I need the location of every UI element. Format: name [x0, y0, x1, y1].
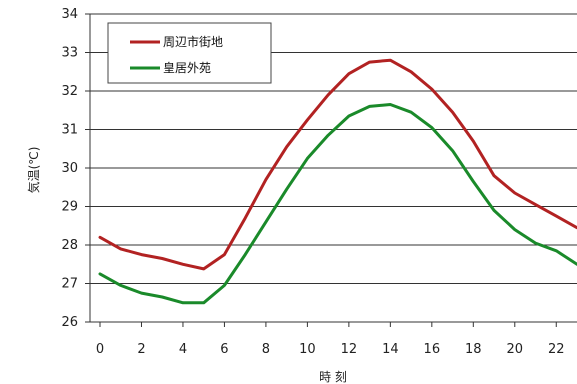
y-tick-label-32: 32: [61, 84, 78, 99]
series-line-0: [98, 58, 577, 271]
x-tick-label-22: 22: [548, 342, 565, 357]
y-tick-label-34: 34: [61, 7, 78, 22]
y-tick-label-28: 28: [61, 238, 78, 253]
x-tick-label-20: 20: [507, 342, 524, 357]
x-tick-label-2: 2: [137, 342, 145, 357]
x-tick-label-18: 18: [465, 342, 482, 357]
legend-box: [107, 22, 272, 84]
series-lines: [98, 58, 577, 305]
x-axis-label: 時 刻: [319, 370, 347, 384]
y-tick-label-27: 27: [61, 277, 78, 292]
y-tick-labels: 26 27 28 29 30 31 32 33 34: [61, 7, 78, 330]
x-tick-label-4: 4: [179, 342, 187, 357]
x-tick-label-10: 10: [299, 342, 316, 357]
x-tick-label-6: 6: [220, 342, 228, 357]
legend-label-garden: 皇居外苑: [163, 61, 211, 75]
x-tick-labels: 0 2 4 6 8 10 12 14 16 18 20 22: [96, 342, 565, 357]
y-tick-label-33: 33: [61, 46, 78, 61]
y-tick-label-31: 31: [61, 123, 78, 138]
x-tick-label-16: 16: [424, 342, 441, 357]
legend: 周辺市街地 皇居外苑: [107, 22, 272, 84]
x-tick-label-8: 8: [262, 342, 270, 357]
y-tick-label-26: 26: [61, 315, 78, 330]
y-axis-label: 気温(℃): [26, 147, 41, 194]
legend-label-urban: 周辺市街地: [163, 34, 223, 49]
series-line-1: [98, 103, 577, 305]
y-tick-label-30: 30: [61, 161, 78, 176]
axes: [85, 13, 557, 327]
x-tick-label-12: 12: [341, 342, 358, 357]
x-tick-label-14: 14: [382, 342, 399, 357]
y-tick-label-29: 29: [61, 200, 78, 215]
x-tick-label-0: 0: [96, 342, 104, 357]
